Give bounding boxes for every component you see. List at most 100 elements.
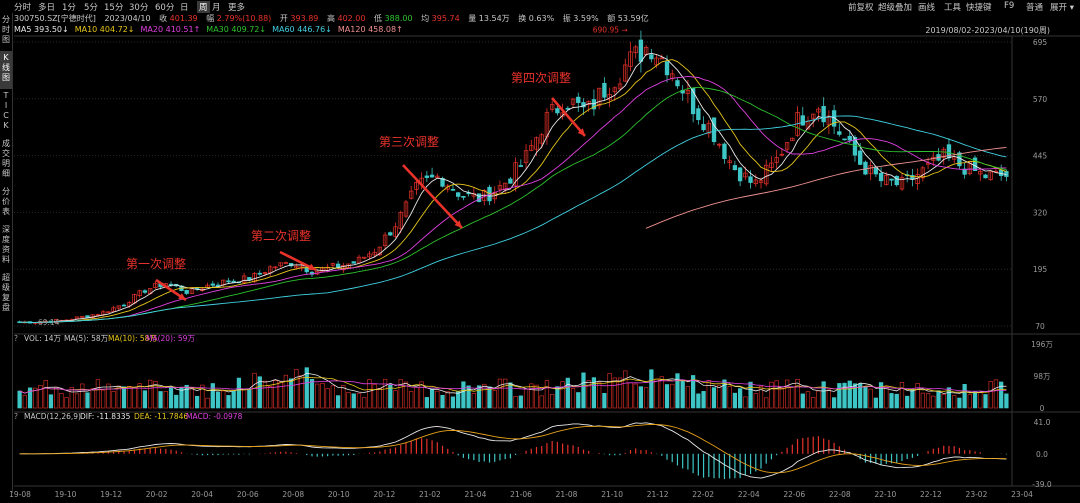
candle-body-82: [445, 185, 450, 190]
volume-bar-108: [581, 372, 586, 409]
volume-bar-130: [696, 393, 701, 409]
period-tab-8[interactable]: 周: [197, 1, 210, 13]
volume-bar-119: [638, 386, 644, 409]
x-tick-20: 22-12: [920, 490, 942, 499]
candle-body-150: [800, 115, 805, 126]
volume-bar-35: [200, 384, 205, 409]
candle-body-152: [811, 113, 816, 120]
candle-body-167: [889, 178, 894, 181]
volume-bar-45: [252, 372, 257, 409]
period-tab-3[interactable]: 5分: [84, 3, 98, 13]
candle-body-80: [435, 175, 440, 178]
volume-bar-1: [22, 394, 27, 409]
candle-body-98: [529, 145, 534, 151]
volume-bar-89: [482, 383, 487, 409]
volume-bar-38: [215, 391, 221, 409]
sidebar-tab-5[interactable]: 深度资料: [2, 225, 10, 264]
x-tick-7: 20-10: [328, 490, 350, 499]
ma-line-30: [19, 86, 1007, 323]
period-tab-5[interactable]: 30分: [129, 3, 149, 13]
volume-bar-133: [711, 387, 717, 409]
volume-bar-145: [774, 380, 779, 409]
candle-body-135: [722, 143, 727, 159]
volume-bar-107: [576, 392, 581, 409]
candle-body-102: [549, 104, 555, 110]
sidebar-tab-3[interactable]: 成交明细: [2, 139, 10, 178]
volume-bar-79: [429, 388, 435, 409]
candle-body-111: [596, 87, 602, 107]
volume-bar-168: [894, 393, 899, 409]
tool-button-6[interactable]: 普通: [1026, 3, 1044, 13]
volume-bar-50: [278, 381, 283, 409]
candle-body-55: [304, 267, 309, 273]
volume-bar-149: [795, 379, 800, 409]
period-tab-7[interactable]: 日: [180, 3, 189, 13]
volume-bar-91: [492, 390, 497, 409]
period-tab-10[interactable]: 更多: [228, 3, 246, 13]
tool-button-3[interactable]: 工具: [944, 3, 962, 13]
avg-value: 395.74: [431, 14, 460, 23]
vol-ma-20: [19, 379, 1007, 394]
candle-body-100: [539, 134, 544, 144]
x-tick-1: 19-10: [55, 490, 77, 499]
candle-body-166: [884, 175, 889, 185]
vol-header-3: MA(10): 58万: [108, 334, 157, 343]
volume-bar-92: [497, 378, 503, 409]
tool-button-1[interactable]: 超级叠加: [878, 3, 913, 13]
x-tick-6: 20-08: [282, 490, 304, 499]
price-tick-0: 695: [1033, 38, 1048, 47]
volume-bar-54: [299, 375, 304, 409]
candle-body-177: [941, 148, 946, 158]
volume-bar-65: [356, 392, 362, 409]
sidebar-tab-6[interactable]: 超级复盘: [2, 273, 10, 312]
candle-body-138: [737, 167, 743, 182]
volume-bar-126: [675, 373, 680, 409]
vol-tick-0: 196万: [1031, 340, 1053, 349]
volume-bar-178: [946, 387, 952, 409]
volume-bar-97: [523, 388, 529, 409]
volume-bar-101: [544, 380, 550, 409]
volume-bar-146: [779, 387, 785, 409]
candle-body-116: [623, 64, 628, 82]
period-tab-4[interactable]: 15分: [104, 3, 124, 13]
change-value: 2.79%(10.88): [216, 14, 272, 23]
period-tab-1[interactable]: 多日: [38, 3, 56, 13]
candle-body-137: [732, 165, 738, 171]
volume-bar-16: [101, 389, 106, 409]
candle-body-183: [972, 157, 978, 172]
candle-body-84: [456, 192, 461, 197]
volume-bar-7: [54, 386, 59, 409]
vol-header-0: ?: [14, 334, 18, 343]
volume-bar-30: [174, 394, 179, 409]
tool-button-4[interactable]: 快捷键: [966, 3, 992, 13]
price-tick-1: 570: [1033, 95, 1048, 104]
period-tab-6[interactable]: 60分: [155, 3, 175, 13]
tool-button-0[interactable]: 前复权: [848, 3, 874, 13]
candle-body-97: [523, 150, 529, 164]
candle-body-148: [790, 137, 795, 142]
tool-button-7[interactable]: 展开 ▾: [1050, 3, 1074, 13]
sidebar-tab-4[interactable]: 分价表: [2, 187, 10, 216]
volume-bar-159: [847, 380, 852, 409]
volume-bar-9: [64, 397, 69, 409]
candle-body-185: [983, 174, 988, 179]
volume-bar-29: [168, 385, 174, 409]
candle-body-146: [779, 153, 785, 156]
x-tick-10: 21-04: [465, 490, 487, 499]
volume-bar-6: [48, 394, 54, 409]
candle-body-41: [231, 280, 236, 283]
tool-button-5[interactable]: F9: [1004, 1, 1015, 11]
volume-bar-131: [701, 391, 706, 409]
period-tab-2[interactable]: 1分: [62, 3, 76, 13]
volume-bar-157: [837, 383, 842, 409]
period-tab-0[interactable]: 分时: [14, 3, 32, 13]
volume-bar-21: [127, 385, 132, 409]
tool-button-2[interactable]: 画线: [918, 3, 936, 13]
sidebar-tab-0[interactable]: 分时图: [2, 15, 10, 44]
volume-bar-62: [341, 385, 346, 409]
period-tab-9[interactable]: 月: [212, 3, 221, 13]
volume-bar-134: [717, 385, 722, 409]
